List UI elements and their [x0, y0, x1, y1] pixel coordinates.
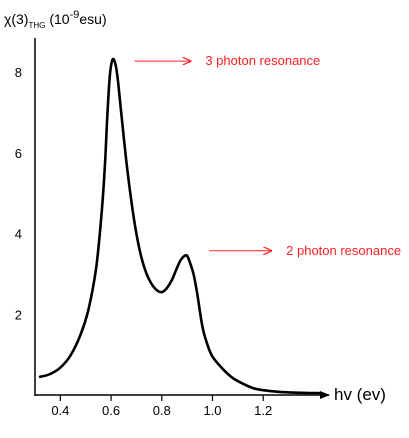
annotation-2-photon-label: 2 photon resonance [286, 243, 401, 258]
x-ticks: 0.4 0.6 0.8 1.0 1.2 [51, 395, 272, 418]
x-tick-label: 0.4 [51, 403, 69, 418]
y-axis-title-prefix: χ(3) [4, 11, 28, 27]
y-tick-label: 2 [15, 307, 22, 322]
x-tick-label: 1.0 [203, 403, 221, 418]
y-axis-title-exponent: -9 [70, 9, 80, 21]
chi3-series-line [38, 57, 321, 395]
annotation-3-photon: 3 photon resonance [134, 53, 320, 68]
x-axis-title: hv (ev) [334, 385, 386, 404]
y-tick-label: 4 [15, 227, 22, 242]
annotation-2-photon: 2 photon resonance [209, 243, 401, 258]
x-tick-label: 0.8 [153, 403, 171, 418]
x-tick-label: 1.2 [254, 403, 272, 418]
y-axis-title: χ(3)THG (10-9esu) [4, 9, 107, 30]
annotation-3-photon-label: 3 photon resonance [205, 53, 320, 68]
x-tick-label: 0.6 [102, 403, 120, 418]
y-axis-title-unit-open: (10 [49, 11, 69, 27]
y-ticks: 2 4 6 8 [15, 65, 22, 322]
y-axis-title-unit-close: esu) [79, 11, 106, 27]
y-tick-label: 6 [15, 146, 22, 161]
y-axis-title-subscript: THG [28, 21, 45, 30]
y-tick-label: 8 [15, 65, 22, 80]
